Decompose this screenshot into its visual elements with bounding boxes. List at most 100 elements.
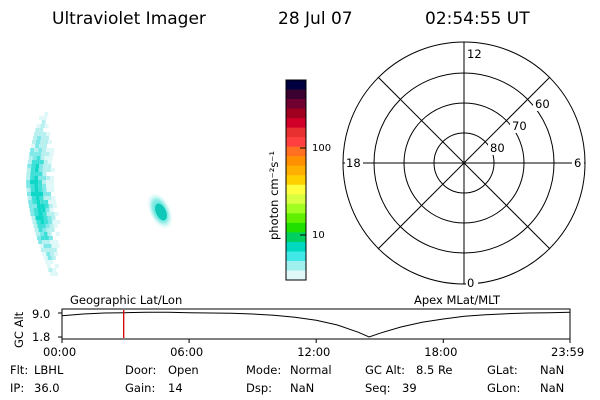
arc-cell (46, 252, 51, 256)
arc-cell (45, 136, 50, 140)
lat-label-70: 70 (512, 119, 527, 133)
label-bg-12 (466, 46, 482, 60)
arc-cell (46, 264, 51, 268)
auroral-arc (26, 112, 61, 276)
arc-cell (34, 172, 39, 176)
arc-cell (50, 176, 55, 180)
colorbar-swatch (286, 213, 306, 224)
timeline-frame (61, 308, 571, 340)
arc-cell (39, 196, 44, 200)
arc-cell (54, 212, 59, 216)
arc-cell (42, 172, 47, 176)
arc-cell (54, 272, 58, 276)
colorbar: 100 10 photon cm⁻²s⁻¹ (267, 79, 331, 281)
arc-cell (38, 168, 43, 172)
arc-cell (42, 132, 47, 136)
colorbar-swatch (286, 232, 306, 243)
arc-cell (51, 256, 56, 260)
label-bg-0 (466, 275, 478, 289)
arc-cell (54, 252, 59, 256)
arc-cell (46, 180, 50, 184)
uv-image-panel (26, 112, 174, 276)
arc-cell (34, 148, 39, 152)
arc-cell (33, 136, 38, 140)
arc-cell (48, 140, 52, 144)
arc-cell (34, 184, 39, 188)
arc-cell (47, 244, 52, 248)
arc-cell (56, 220, 61, 224)
colorbar-swatch (286, 165, 306, 176)
status-flt-label: Flt: (10, 363, 28, 377)
arc-cell (38, 148, 43, 152)
status-door-value: Open (168, 363, 199, 377)
arc-cell (42, 228, 47, 232)
x-tick-label: 23:59 (551, 345, 584, 359)
arc-cell (49, 208, 54, 212)
arc-cell (43, 144, 48, 148)
colorbar-swatch (286, 118, 306, 129)
arc-cell (51, 244, 56, 248)
arc-cell (43, 232, 48, 236)
colorbar-swatch (286, 127, 306, 138)
arc-cell (44, 236, 49, 240)
arc-cell (43, 160, 48, 164)
arc-cell (52, 248, 57, 252)
status-gcalt-label: GC Alt: (365, 363, 405, 377)
arc-cell (35, 216, 40, 220)
arc-cell (46, 212, 51, 216)
arc-cell (28, 156, 33, 160)
status-block: Flt: LBHL IP: 36.0 Door: Open Gain: 14 M… (10, 363, 564, 395)
arc-cell (46, 240, 51, 244)
arc-cell (34, 180, 38, 184)
label-bg-18 (345, 156, 363, 170)
arc-cell (51, 196, 56, 200)
colorbar-swatch (286, 194, 306, 205)
arc-cell (51, 216, 56, 220)
colorbar-label: photon cm⁻²s⁻¹ (267, 151, 281, 240)
instrument-title: Ultraviolet Imager (52, 9, 206, 29)
colorbar-swatch (286, 203, 306, 214)
arc-cell (41, 136, 46, 140)
arc-cell (39, 160, 44, 164)
arc-cell (47, 216, 52, 220)
arc-cell (49, 224, 54, 228)
colorbar-swatch (286, 175, 306, 186)
arc-cell (50, 252, 55, 256)
arc-cell (35, 128, 40, 132)
arc-cell (40, 236, 45, 240)
arc-cell (42, 252, 47, 256)
timeline-panel: Geographic Lat/Lon Apex MLat/MLT GC Alt … (12, 293, 584, 359)
colorbar-swatch (286, 89, 306, 100)
arc-cell (27, 160, 32, 164)
x-tick-label: 06:00 (170, 345, 203, 359)
colorbar-swatch (286, 270, 306, 281)
arc-cell (44, 220, 49, 224)
colorbar-frame (285, 79, 307, 281)
header-time: 02:54:55 UT (425, 9, 530, 29)
arc-cell (38, 172, 43, 176)
arc-cell (30, 180, 34, 184)
arc-cell (39, 244, 44, 248)
colorbar-tick-label-10: 10 (312, 230, 325, 241)
arc-cell (46, 184, 51, 188)
arc-cell (38, 132, 43, 136)
colorbar-swatch (286, 251, 306, 262)
colorbar-swatch (286, 222, 306, 233)
polar-diagonal-2 (377, 76, 551, 250)
arc-cell (40, 220, 45, 224)
arc-cell (33, 208, 38, 212)
arc-cell (26, 172, 31, 176)
status-gcalt-value: 8.5 Re (416, 363, 453, 377)
status-glon-label: GLon: (487, 381, 520, 395)
arc-cell (48, 204, 53, 208)
colorbar-swatch (286, 146, 306, 157)
arc-cell (34, 132, 39, 136)
status-flt-value: LBHL (34, 363, 64, 377)
timeline-x-ticks: 00:00 06:00 12:00 18:00 23:59 (43, 339, 584, 359)
arc-cell (44, 112, 49, 116)
arc-cell (50, 240, 55, 244)
arc-cell (43, 216, 48, 220)
auroral-patch (146, 192, 174, 230)
status-seq-value: 39 (402, 381, 417, 395)
